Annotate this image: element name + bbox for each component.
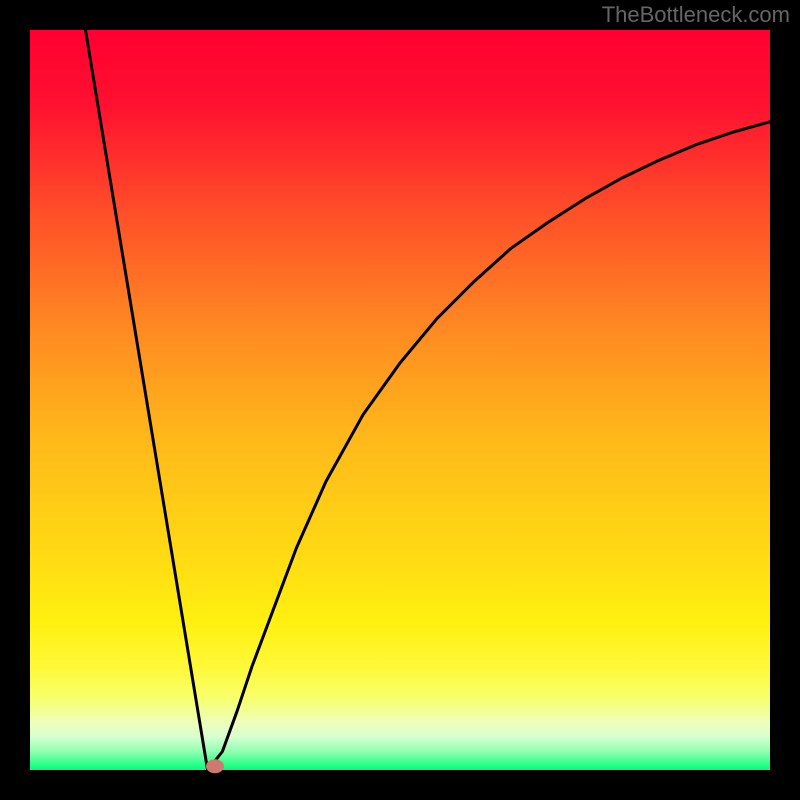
chart-background xyxy=(30,30,770,770)
optimum-marker xyxy=(206,759,224,773)
bottleneck-chart: TheBottleneck.com xyxy=(0,0,800,800)
attribution-label: TheBottleneck.com xyxy=(602,2,790,27)
